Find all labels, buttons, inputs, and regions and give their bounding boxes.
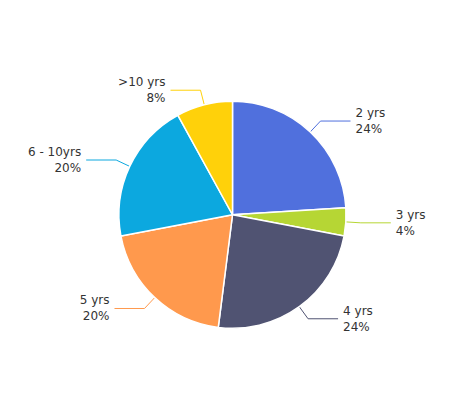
svg-text:8%: 8% <box>146 91 165 105</box>
svg-text:20%: 20% <box>54 161 81 175</box>
svg-text:24%: 24% <box>343 320 370 334</box>
svg-text:>10 yrs: >10 yrs <box>118 75 165 89</box>
svg-text:20%: 20% <box>83 309 110 323</box>
svg-text:5 yrs: 5 yrs <box>80 293 110 307</box>
svg-text:24%: 24% <box>356 122 383 136</box>
svg-text:6 - 10yrs: 6 - 10yrs <box>28 145 81 159</box>
svg-text:3 yrs: 3 yrs <box>396 208 426 222</box>
svg-text:4%: 4% <box>396 224 415 238</box>
svg-text:2 yrs: 2 yrs <box>356 106 386 120</box>
svg-text:4 yrs: 4 yrs <box>343 304 373 318</box>
